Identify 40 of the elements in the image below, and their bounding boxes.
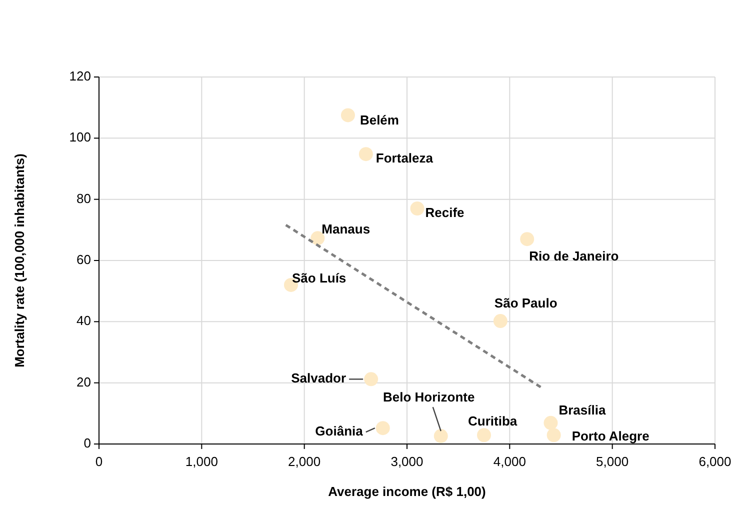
point bbox=[544, 416, 558, 430]
point bbox=[520, 232, 534, 246]
text: Belo Horizonte bbox=[383, 389, 475, 404]
point bbox=[410, 202, 424, 216]
series-label: Salvador bbox=[291, 370, 346, 386]
point bbox=[364, 372, 378, 386]
point bbox=[376, 421, 390, 436]
y-tick-label: 20 bbox=[76, 374, 91, 390]
y-tick-label: 40 bbox=[76, 313, 91, 328]
series-label: Belém bbox=[360, 112, 399, 128]
y-tick-label: 80 bbox=[76, 190, 91, 206]
x-axis-title: Average income (R$ 1,00) bbox=[328, 484, 486, 499]
point bbox=[477, 428, 491, 442]
series-label: São Paulo bbox=[494, 295, 558, 310]
point bbox=[434, 429, 448, 444]
series-label: Curitiba bbox=[468, 414, 518, 429]
x-tick-label: 5,000 bbox=[596, 454, 629, 469]
x-tick-label: 4,000 bbox=[493, 454, 526, 469]
series-label: Rio de Janeiro bbox=[529, 248, 619, 264]
y-tick-label: 60 bbox=[76, 252, 91, 267]
x-tick-label: 0 bbox=[95, 454, 103, 469]
series-label: Recife bbox=[425, 204, 464, 220]
point bbox=[358, 147, 373, 162]
point bbox=[546, 428, 561, 442]
series-label: Manaus bbox=[322, 222, 370, 237]
x-tick-label: 2,000 bbox=[288, 454, 321, 469]
series-label: Goiânia bbox=[315, 424, 364, 439]
y-tick-label: 100 bbox=[69, 130, 91, 145]
series-label: Fortaleza bbox=[376, 150, 434, 166]
y-tick-label: 120 bbox=[69, 68, 91, 84]
series-label: Porto Alegre bbox=[572, 428, 650, 444]
point bbox=[340, 108, 355, 122]
series-label: São Luís bbox=[292, 270, 346, 286]
x-tick-label: 6,000 bbox=[698, 454, 732, 469]
y-axis-title: Mortality rate (100,000 inhabitants) bbox=[12, 154, 27, 368]
x-tick-label: 1,000 bbox=[185, 454, 218, 469]
y-tick-label: 0 bbox=[84, 435, 91, 450]
point bbox=[493, 314, 508, 328]
series-label: Brasília bbox=[558, 402, 606, 418]
x-tick-label: 3,000 bbox=[390, 454, 424, 469]
